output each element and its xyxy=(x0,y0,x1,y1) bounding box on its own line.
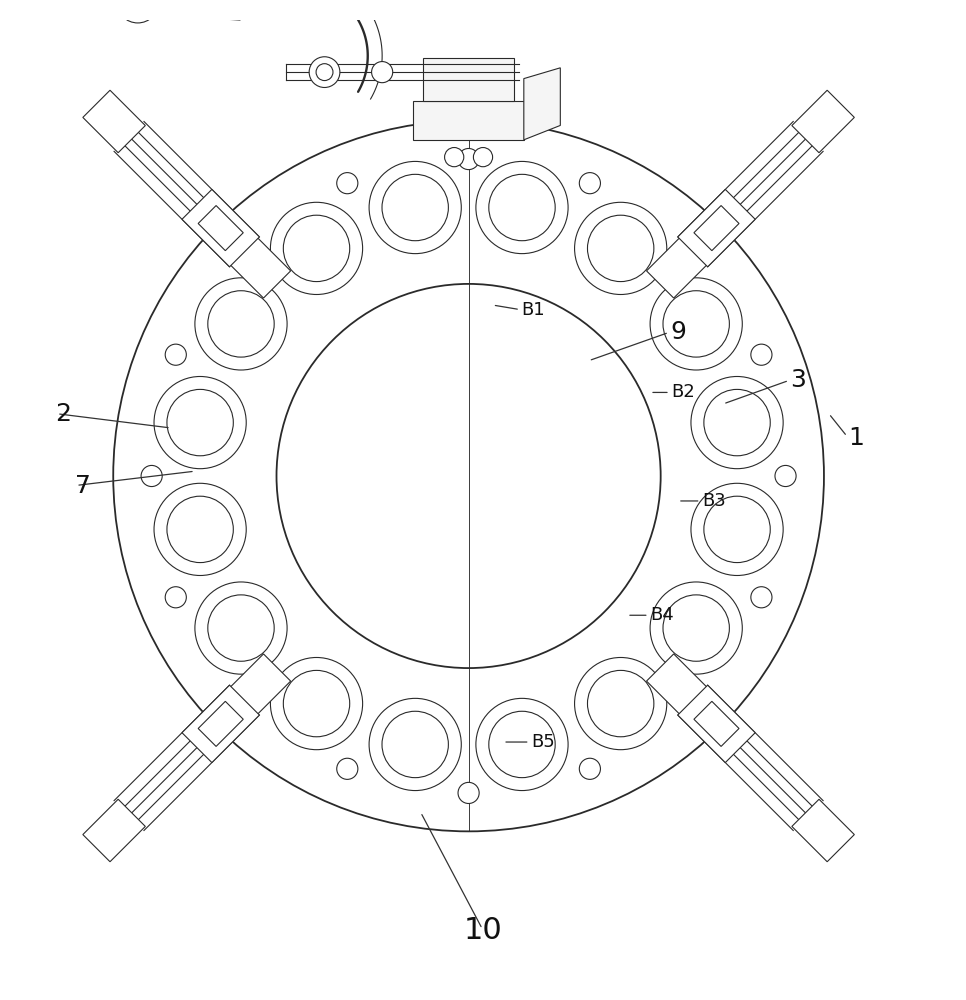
Circle shape xyxy=(337,758,357,779)
Circle shape xyxy=(337,173,357,194)
Circle shape xyxy=(372,62,393,83)
Circle shape xyxy=(476,698,568,791)
Circle shape xyxy=(476,161,568,254)
Circle shape xyxy=(682,690,703,711)
Circle shape xyxy=(575,202,667,294)
Text: 7: 7 xyxy=(74,474,91,498)
Text: 10: 10 xyxy=(464,916,502,945)
Circle shape xyxy=(309,57,340,87)
Polygon shape xyxy=(83,799,145,862)
Circle shape xyxy=(682,241,703,262)
Circle shape xyxy=(234,690,255,711)
Circle shape xyxy=(369,698,462,791)
Circle shape xyxy=(270,657,362,750)
Circle shape xyxy=(751,587,772,608)
Text: 3: 3 xyxy=(790,368,807,392)
Polygon shape xyxy=(83,90,145,153)
Text: B4: B4 xyxy=(650,606,674,624)
Circle shape xyxy=(270,202,362,294)
Circle shape xyxy=(234,241,255,262)
Polygon shape xyxy=(524,68,560,140)
Circle shape xyxy=(650,278,742,370)
Text: B2: B2 xyxy=(671,383,695,401)
Circle shape xyxy=(580,173,601,194)
Polygon shape xyxy=(182,189,260,267)
Text: 9: 9 xyxy=(670,320,686,344)
Polygon shape xyxy=(182,685,260,763)
Circle shape xyxy=(650,582,742,674)
Wedge shape xyxy=(113,121,824,831)
Circle shape xyxy=(458,148,479,170)
Circle shape xyxy=(580,758,601,779)
Circle shape xyxy=(195,582,287,674)
Circle shape xyxy=(141,465,162,487)
Circle shape xyxy=(775,465,796,487)
Text: 2: 2 xyxy=(56,402,71,426)
Polygon shape xyxy=(646,236,709,298)
Circle shape xyxy=(117,0,158,23)
Text: B3: B3 xyxy=(702,492,725,510)
Polygon shape xyxy=(694,701,739,746)
Circle shape xyxy=(195,278,287,370)
Polygon shape xyxy=(646,654,709,716)
Circle shape xyxy=(458,782,479,804)
Circle shape xyxy=(691,376,783,469)
Polygon shape xyxy=(678,685,755,763)
Polygon shape xyxy=(198,701,243,746)
Polygon shape xyxy=(792,799,854,862)
Circle shape xyxy=(575,657,667,750)
Text: 1: 1 xyxy=(848,426,864,450)
Circle shape xyxy=(154,483,246,575)
Circle shape xyxy=(751,344,772,365)
Polygon shape xyxy=(198,206,243,251)
Circle shape xyxy=(691,483,783,575)
Polygon shape xyxy=(792,90,854,153)
Circle shape xyxy=(444,148,464,167)
Circle shape xyxy=(165,587,186,608)
Polygon shape xyxy=(228,236,291,298)
Text: B5: B5 xyxy=(531,733,554,751)
Polygon shape xyxy=(413,101,524,140)
Circle shape xyxy=(473,148,493,167)
Text: B1: B1 xyxy=(522,301,545,319)
Polygon shape xyxy=(678,189,755,267)
Polygon shape xyxy=(228,654,291,716)
Circle shape xyxy=(165,344,186,365)
Polygon shape xyxy=(423,58,514,101)
Polygon shape xyxy=(694,206,739,251)
Circle shape xyxy=(154,376,246,469)
Circle shape xyxy=(369,161,462,254)
